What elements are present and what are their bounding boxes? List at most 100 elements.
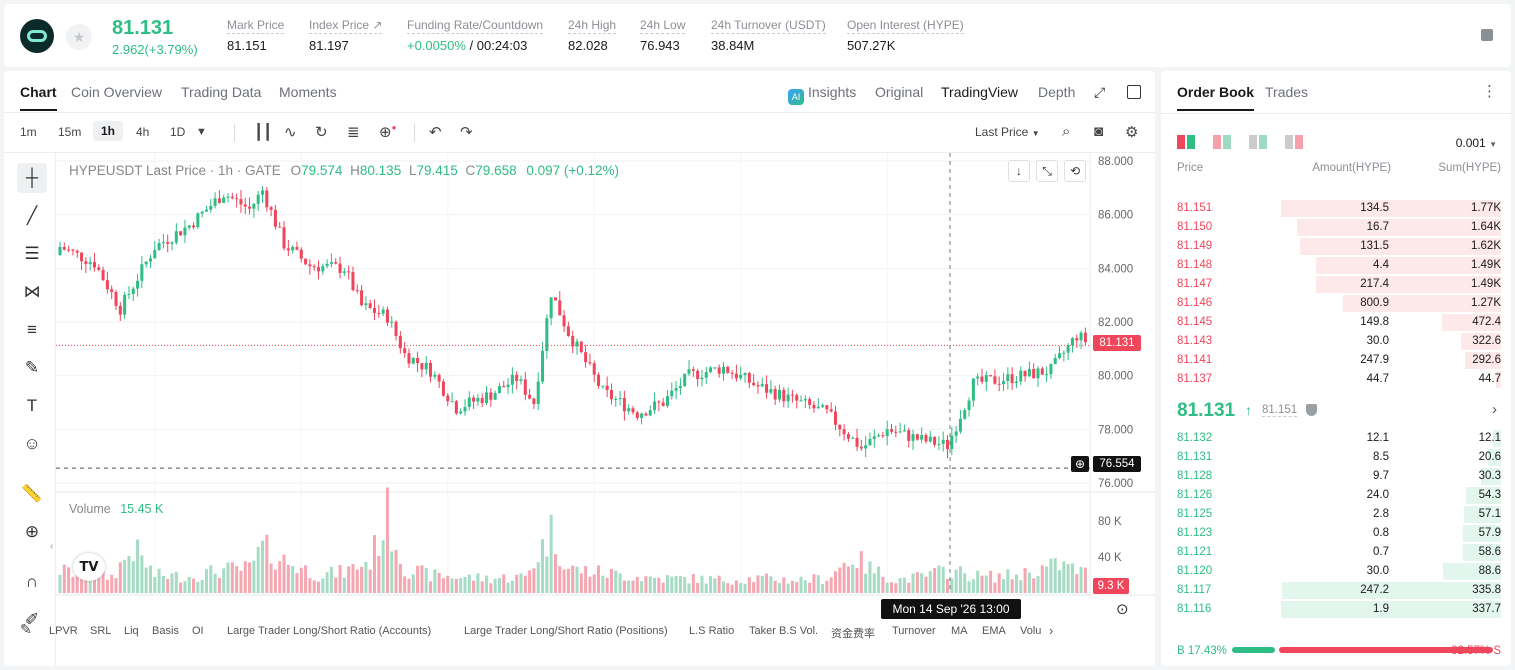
- reset-view-icon[interactable]: ⟲: [1064, 160, 1086, 182]
- tab-trading-data[interactable]: Trading Data: [181, 84, 262, 100]
- ask-row[interactable]: 81.151 134.5 1.77K: [1161, 199, 1511, 218]
- collapse-icon[interactable]: ⤡: [1036, 160, 1058, 182]
- indicator-ema[interactable]: EMA: [982, 625, 1006, 637]
- view-depth[interactable]: Depth: [1038, 84, 1076, 100]
- zoom-in-icon[interactable]: ⊕: [24, 522, 40, 541]
- stat-funding-rate[interactable]: Funding Rate/Countdown +0.0050% / 00:24:…: [407, 18, 544, 53]
- timeframe-4h[interactable]: 4h: [136, 125, 150, 139]
- bid-row[interactable]: 81.131 8.5 20.6: [1161, 448, 1511, 467]
- indicator-large-trader-positions[interactable]: Large Trader Long/Short Ratio (Positions…: [464, 625, 668, 637]
- timeframe-15m[interactable]: 15m: [58, 125, 82, 139]
- collapse-tools-chevron-icon[interactable]: ‹: [50, 541, 54, 552]
- crosshair-icon[interactable]: ┼: [17, 163, 47, 193]
- bid-row[interactable]: 81.123 0.8 57.9: [1161, 524, 1511, 543]
- indicators-next-chevron-icon[interactable]: ›: [1049, 623, 1054, 638]
- text-tool-icon[interactable]: T: [26, 396, 38, 415]
- tab-coin-overview[interactable]: Coin Overview: [71, 84, 163, 100]
- view-bids-icon[interactable]: [1249, 135, 1267, 149]
- indicator-ma[interactable]: MA: [951, 625, 968, 637]
- candle-body: [993, 376, 997, 384]
- candle-type-icon[interactable]: ┃┃: [254, 124, 273, 141]
- indicators-icon[interactable]: ∿: [284, 124, 297, 141]
- ask-row[interactable]: 81.145 149.8 472.4: [1161, 313, 1511, 332]
- window-icon[interactable]: [1127, 85, 1141, 99]
- tab-chart[interactable]: Chart: [20, 84, 57, 111]
- view-original[interactable]: Original: [875, 84, 924, 100]
- scroll-down-arrow-icon[interactable]: ↓: [1008, 160, 1030, 182]
- ruler-icon[interactable]: 📏: [21, 484, 43, 503]
- emoji-icon[interactable]: ☺: [23, 434, 41, 453]
- volume-bar: [799, 576, 803, 593]
- horizontal-lines-icon[interactable]: ☰: [24, 244, 40, 263]
- indicator-large-trader-accounts[interactable]: Large Trader Long/Short Ratio (Accounts): [227, 625, 432, 637]
- ask-row[interactable]: 81.141 247.9 292.6: [1161, 351, 1511, 370]
- candle-body: [174, 231, 178, 243]
- pattern-icon[interactable]: ⋈: [23, 282, 41, 301]
- ask-row[interactable]: 81.137 44.7 44.7: [1161, 370, 1511, 389]
- ask-row[interactable]: 81.147 217.4 1.49K: [1161, 275, 1511, 294]
- stat-index-price[interactable]: Index Price ↗ 81.197: [309, 18, 383, 53]
- candlestick-chart[interactable]: 88.000 86.000 84.000 82.000 80.000 78.000 76.0…: [56, 153, 1155, 598]
- axis-settings-icon[interactable]: ⊙: [1116, 601, 1129, 618]
- indicator-oi[interactable]: OI: [192, 625, 204, 637]
- insights-button[interactable]: AI Insights: [788, 84, 856, 105]
- indicator-edit-icon[interactable]: ✎: [20, 621, 32, 637]
- view-asks-icon[interactable]: [1285, 135, 1303, 149]
- bid-row[interactable]: 81.117 247.2 335.8: [1161, 581, 1511, 600]
- trend-line-icon[interactable]: ╱: [26, 206, 38, 225]
- fullscreen-icon[interactable]: ⤢: [1094, 84, 1106, 100]
- chevron-right-icon[interactable]: ›: [1492, 401, 1497, 418]
- ask-row[interactable]: 81.146 800.9 1.27K: [1161, 294, 1511, 313]
- indicator-turnover[interactable]: Turnover: [892, 625, 936, 637]
- bid-row[interactable]: 81.128 9.7 30.3: [1161, 467, 1511, 486]
- bid-row[interactable]: 81.132 12.1 12.1: [1161, 429, 1511, 448]
- fib-icon[interactable]: ≡: [27, 320, 37, 339]
- add-alert-icon[interactable]: ⊕●: [379, 123, 397, 141]
- bid-row[interactable]: 81.125 2.8 57.1: [1161, 505, 1511, 524]
- view-both-icon[interactable]: [1177, 135, 1195, 149]
- redo-icon[interactable]: ↷: [460, 124, 473, 141]
- tab-trades[interactable]: Trades: [1265, 84, 1309, 100]
- indicator-srl[interactable]: SRL: [90, 625, 112, 637]
- tick-size-select[interactable]: 0.001 ▼: [1455, 136, 1497, 150]
- ask-row[interactable]: 81.150 16.7 1.64K: [1161, 218, 1511, 237]
- magnet-icon[interactable]: ∩: [25, 572, 39, 591]
- ask-row[interactable]: 81.148 4.4 1.49K: [1161, 256, 1511, 275]
- brush-icon[interactable]: ✎: [24, 358, 40, 377]
- price-type-select[interactable]: Last Price ▼: [975, 125, 1040, 139]
- bid-row[interactable]: 81.121 0.7 58.6: [1161, 543, 1511, 562]
- bid-row[interactable]: 81.120 30.0 88.6: [1161, 562, 1511, 581]
- chart-settings-gear-icon[interactable]: ⚙: [1125, 124, 1139, 141]
- screenshot-camera-icon[interactable]: ◙: [1094, 123, 1104, 140]
- more-options-icon[interactable]: ⋮: [1482, 83, 1497, 100]
- indicator-ls-ratio[interactable]: L.S Ratio: [689, 625, 735, 637]
- timeframe-1m[interactable]: 1m: [20, 125, 37, 139]
- ask-row[interactable]: 81.149 131.5 1.62K: [1161, 237, 1511, 256]
- tab-order-book[interactable]: Order Book: [1177, 84, 1255, 111]
- pencil-lock-icon[interactable]: ✐: [24, 610, 40, 629]
- timeframe-dropdown-icon[interactable]: ▼: [196, 126, 207, 138]
- replay-icon[interactable]: ↻: [315, 124, 328, 141]
- tab-moments[interactable]: Moments: [279, 84, 337, 100]
- view-mixed-icon[interactable]: [1213, 135, 1231, 149]
- templates-icon[interactable]: ≣: [347, 124, 360, 141]
- bid-row[interactable]: 81.116 1.9 337.7: [1161, 600, 1511, 619]
- indicator-volume[interactable]: Volu: [1020, 625, 1042, 637]
- search-icon[interactable]: ⌕: [1062, 123, 1071, 140]
- timeframe-1d[interactable]: 1D: [170, 125, 186, 139]
- indicator-lpvr[interactable]: LPVR: [49, 625, 78, 637]
- indicator-basis[interactable]: Basis: [152, 625, 179, 637]
- ask-row[interactable]: 81.143 30.0 322.6: [1161, 332, 1511, 351]
- stat-mark-price[interactable]: Mark Price 81.151: [227, 18, 285, 53]
- bid-row[interactable]: 81.126 24.0 54.3: [1161, 486, 1511, 505]
- timeframe-1h[interactable]: 1h: [93, 121, 124, 141]
- notes-icon[interactable]: [1481, 29, 1493, 41]
- candle-body: [937, 443, 941, 445]
- view-tradingview[interactable]: TradingView: [941, 84, 1019, 100]
- undo-icon[interactable]: ↶: [429, 124, 442, 141]
- favorite-star-icon[interactable]: ★: [66, 24, 92, 50]
- indicator-funding-rate[interactable]: 资金费率: [831, 628, 875, 640]
- indicator-taker-bs-vol[interactable]: Taker B.S Vol.: [749, 625, 819, 637]
- add-order-plus-icon[interactable]: ⊕: [1071, 456, 1089, 472]
- indicator-liq[interactable]: Liq: [124, 625, 139, 637]
